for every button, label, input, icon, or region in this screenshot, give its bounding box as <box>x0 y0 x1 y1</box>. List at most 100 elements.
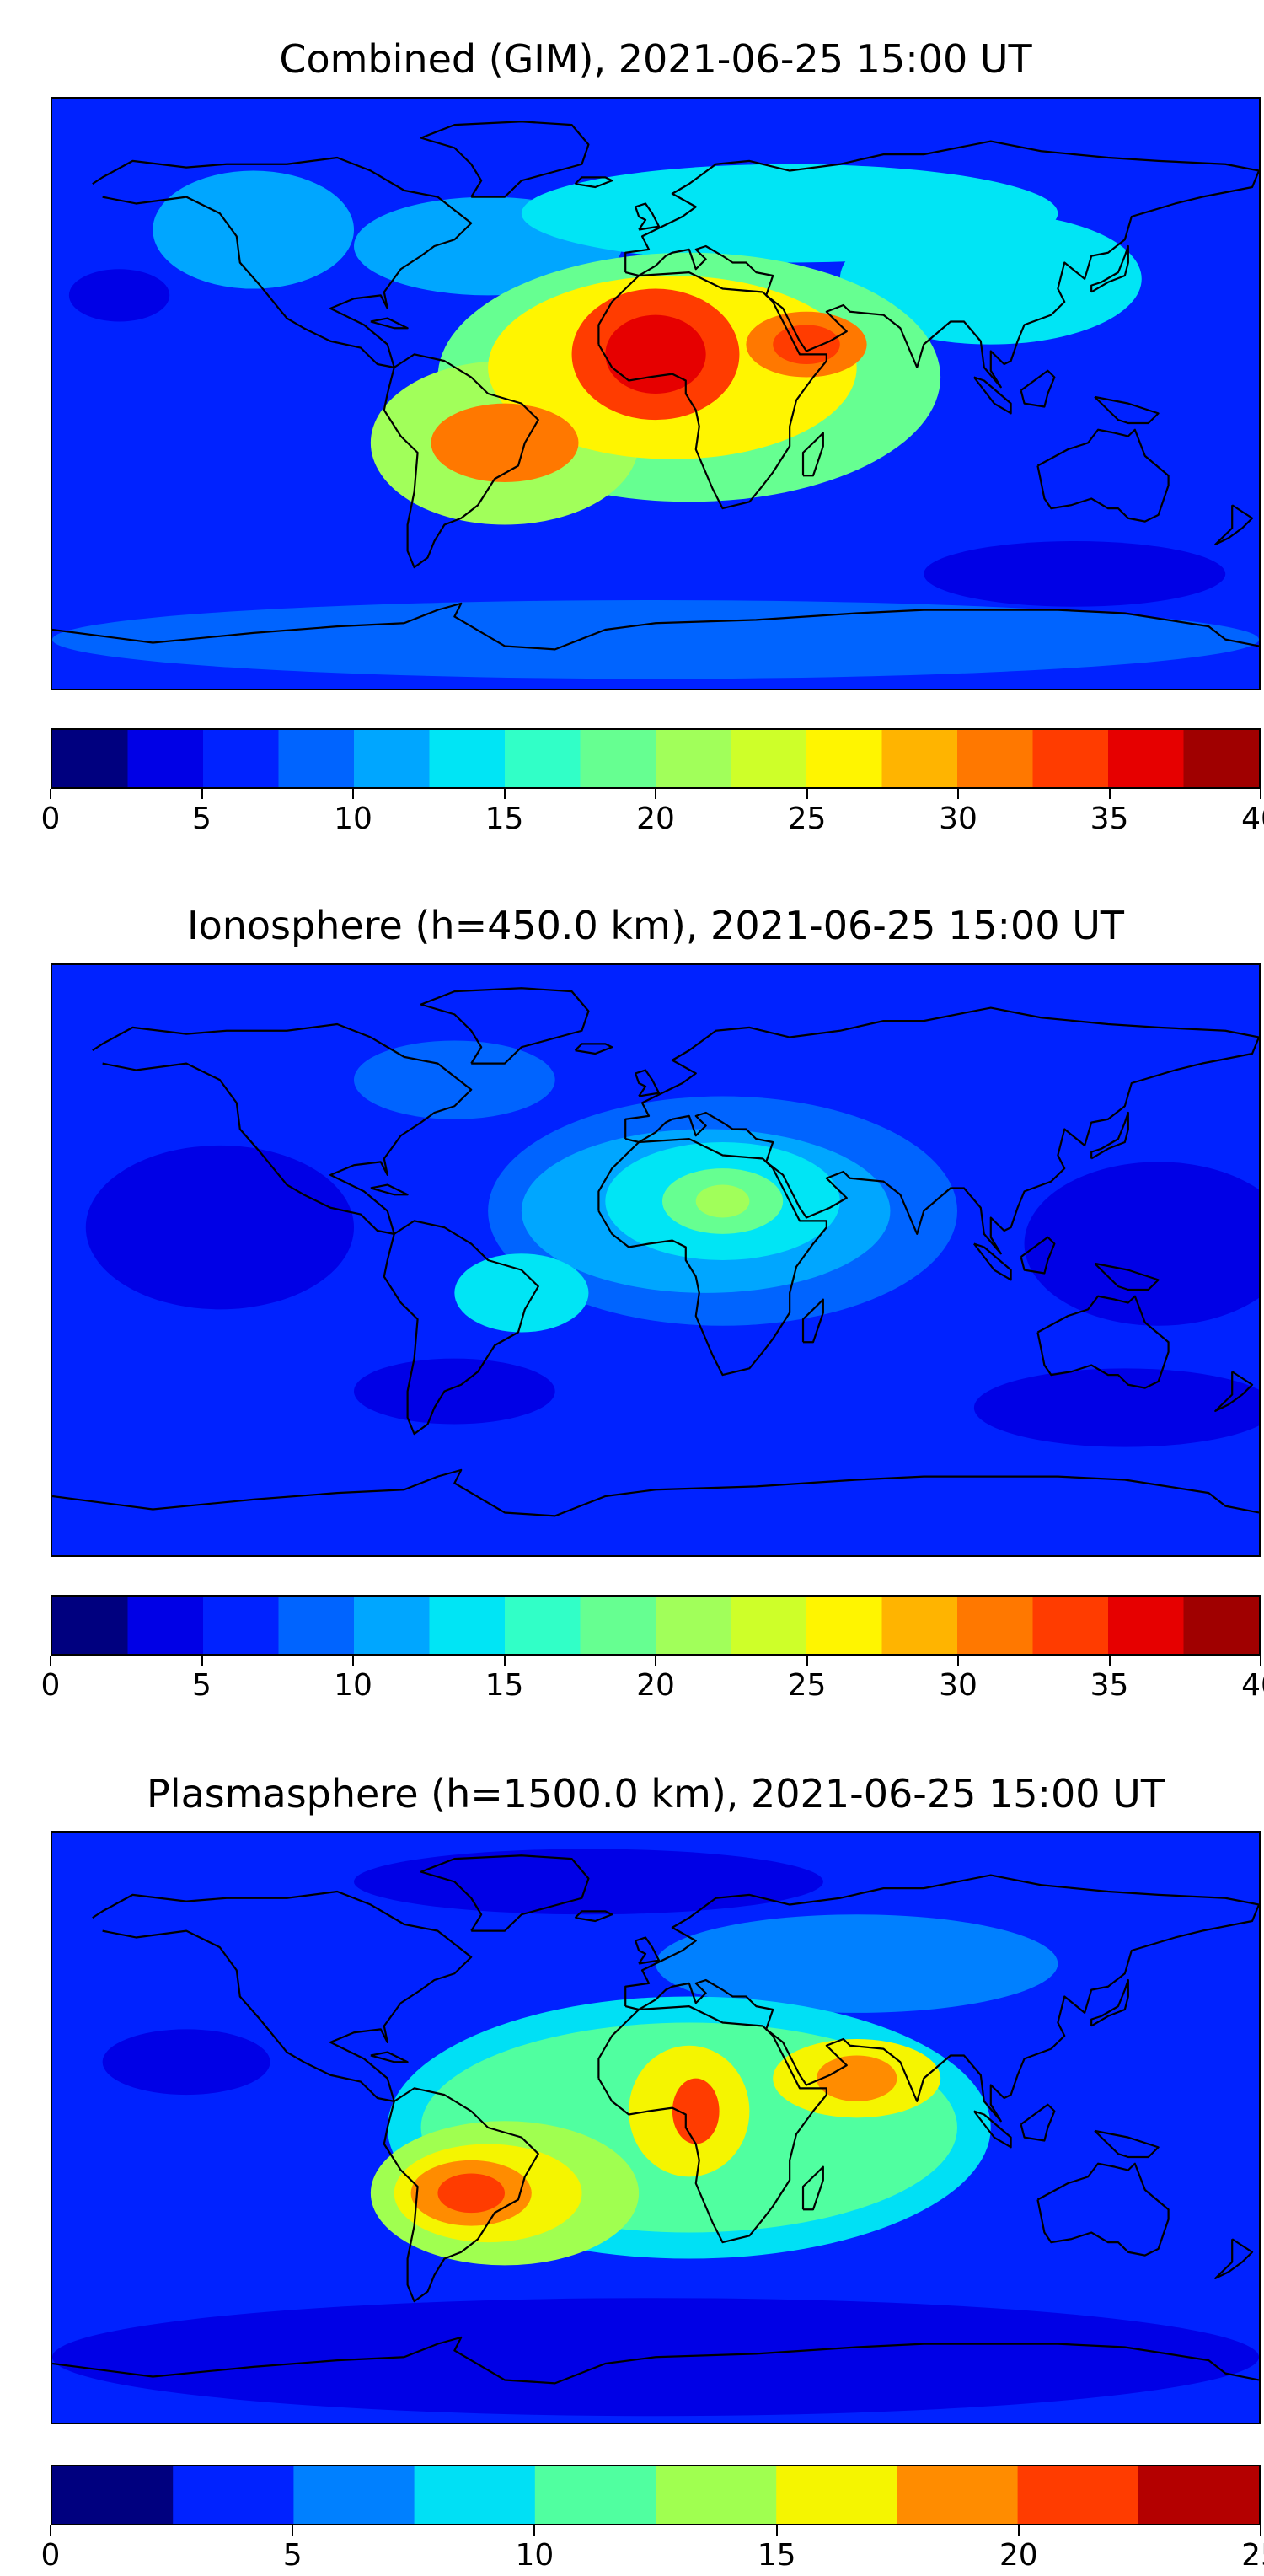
colorbar-swatch <box>429 730 506 787</box>
colorbar-tick-label: 30 <box>939 1668 977 1703</box>
colorbar-tick-label: 0 <box>40 802 61 836</box>
coastline-australia <box>1036 2162 1170 2257</box>
colorbar-tick <box>1108 1656 1111 1666</box>
colorbar-tick-label: 40 <box>1241 1668 1264 1703</box>
plasmasphere-title: Plasmasphere (h=1500.0 km), 2021-06-25 1… <box>147 1771 1165 1817</box>
colorbar-tick <box>201 1656 203 1666</box>
coastline-uk <box>635 1936 661 1965</box>
colorbar-swatch <box>731 1597 807 1654</box>
colorbar-tick <box>655 1656 656 1666</box>
colorbar-tick <box>1017 2525 1020 2536</box>
colorbar-swatch <box>354 730 431 787</box>
coastline-borneo <box>1020 2103 1056 2142</box>
colorbar-swatch <box>52 1597 129 1654</box>
coastline-iceland <box>574 1043 613 1055</box>
colorbar-swatch <box>1183 730 1259 787</box>
map-contour-region <box>437 2173 505 2214</box>
colorbar-swatch <box>1032 1597 1109 1654</box>
coastline-uk <box>635 202 661 231</box>
colorbar-tick-label: 5 <box>192 802 212 836</box>
colorbar-tick <box>1260 1656 1261 1666</box>
coastline-africa <box>597 2005 827 2244</box>
colorbar-tick-label: 20 <box>636 1668 675 1703</box>
map-contour-region <box>354 1040 555 1119</box>
colorbar-swatch <box>1108 730 1185 787</box>
coastline-borneo <box>1020 369 1056 408</box>
colorbar-tick <box>806 1656 808 1666</box>
colorbar-swatch <box>656 2466 777 2524</box>
colorbar-tick <box>775 2525 778 2536</box>
colorbar-swatch <box>897 2466 1019 2524</box>
colorbar-tick <box>655 789 656 799</box>
colorbar-tick <box>1260 789 1261 799</box>
colorbar-swatch <box>731 730 807 787</box>
coastline-borneo <box>1020 1236 1056 1275</box>
map-contour-region <box>973 1368 1259 1447</box>
colorbar-swatch <box>278 1597 355 1654</box>
colorbar-tick-label: 5 <box>192 1668 212 1703</box>
colorbar-swatch <box>127 1597 204 1654</box>
coastline-eurasia <box>624 1006 1259 1255</box>
colorbar-swatch <box>580 1597 656 1654</box>
coastline-cuba <box>370 317 409 330</box>
colorbar-tick <box>50 1656 51 1666</box>
colorbar-tick <box>201 789 203 799</box>
combined-colorbar <box>51 728 1261 789</box>
colorbar-tick-label: 15 <box>485 802 524 836</box>
colorbar-tick-label: 25 <box>787 802 827 836</box>
colorbar-tick-label: 0 <box>40 2538 61 2573</box>
coastline-cuba <box>370 2051 409 2063</box>
map-contour-region <box>605 314 706 394</box>
map-contour-region <box>102 2029 270 2096</box>
coastline-madagascar <box>801 1298 824 1344</box>
coastline-greenland <box>420 987 590 1065</box>
colorbar-tick <box>1260 2525 1261 2536</box>
coastline-eurasia <box>624 1874 1259 2123</box>
coastline-south-america <box>383 2087 539 2303</box>
colorbar-swatch <box>52 2466 174 2524</box>
coastline-south-america <box>383 353 539 569</box>
colorbar-swatch <box>656 730 732 787</box>
coastline-australia <box>1036 428 1170 523</box>
colorbar-swatch <box>127 730 204 787</box>
coastline-sumatra <box>972 1242 1012 1281</box>
coastline-japan <box>1090 244 1129 293</box>
coastline-greenland <box>420 1854 590 1932</box>
colorbar-tick <box>957 1656 959 1666</box>
coastline-africa <box>597 271 827 510</box>
colorbar-swatch <box>429 1597 506 1654</box>
coastline-uk <box>635 1069 661 1097</box>
map-contour-region <box>773 325 840 364</box>
combined-title: Combined (GIM), 2021-06-25 15:00 UT <box>279 36 1032 82</box>
colorbar-tick <box>1108 789 1111 799</box>
map-contour-region <box>816 2055 897 2101</box>
colorbar-swatch <box>293 2466 415 2524</box>
map-contour-region <box>1024 1162 1259 1326</box>
colorbar-swatch <box>203 1597 280 1654</box>
combined-colorbar-ticks: 0 5 10 15 20 25 30 35 40 <box>41 789 1264 840</box>
ionosphere-title: Ionosphere (h=450.0 km), 2021-06-25 15:0… <box>187 903 1124 948</box>
colorbar-tick <box>352 1656 354 1666</box>
colorbar-tick-label: 20 <box>636 802 675 836</box>
coastline-new-zealand <box>1214 504 1254 545</box>
map-contour-region <box>656 1914 1058 2013</box>
coastline-new-zealand <box>1214 1371 1254 1412</box>
map-contour-region <box>431 403 579 482</box>
ionosphere-colorbar-ticks: 0 5 10 15 20 25 30 35 40 <box>41 1656 1264 1706</box>
coastline-greenland <box>420 121 590 198</box>
map-contour-region <box>85 1145 354 1310</box>
colorbar-swatch <box>414 2466 536 2524</box>
colorbar-tick-label: 15 <box>485 1668 524 1703</box>
colorbar-swatch <box>957 1597 1034 1654</box>
colorbar-tick-label: 0 <box>40 1668 61 1703</box>
colorbar-tick <box>503 789 506 799</box>
colorbar-tick-label: 25 <box>1241 2538 1264 2573</box>
coastline-new-zealand <box>1214 2238 1254 2279</box>
coastline-iceland <box>574 176 613 189</box>
colorbar-tick-label: 20 <box>999 2538 1038 2573</box>
coastline-antarctica <box>52 602 1259 651</box>
colorbar-tick-label: 35 <box>1090 802 1129 836</box>
colorbar-tick-label: 35 <box>1090 1668 1129 1703</box>
coastline-new-guinea <box>1094 2129 1160 2159</box>
map-contour-region <box>695 1184 750 1218</box>
